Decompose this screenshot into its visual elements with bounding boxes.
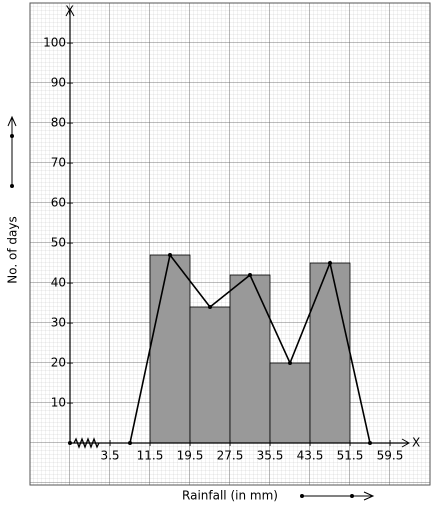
y-tick-label: 50 bbox=[51, 236, 66, 250]
x-tick-label: 19.5 bbox=[177, 449, 204, 463]
bar bbox=[309, 262, 351, 444]
y-tick-label: 70 bbox=[51, 156, 66, 170]
polygon-point bbox=[208, 305, 212, 309]
x-tick-label: 27.5 bbox=[217, 449, 244, 463]
x-axis-name: X bbox=[412, 436, 420, 450]
y-tick-label: 100 bbox=[43, 36, 66, 50]
polygon-point bbox=[288, 361, 292, 365]
axis-break bbox=[73, 437, 100, 449]
y-arrow bbox=[65, 7, 75, 17]
y-tick-label: 90 bbox=[51, 76, 66, 90]
y-tick-label: 30 bbox=[51, 316, 66, 330]
origin bbox=[68, 441, 72, 445]
y-tick-label: 10 bbox=[51, 396, 66, 410]
polygon-point bbox=[168, 253, 172, 257]
y-axis-label: No. of days bbox=[6, 216, 20, 283]
x-tick-label: 51.5 bbox=[337, 449, 364, 463]
x-arrow bbox=[401, 438, 411, 448]
polygon-point bbox=[248, 273, 252, 277]
polygon-point bbox=[368, 441, 372, 445]
polygon-point bbox=[128, 441, 132, 445]
y-tick-label: 20 bbox=[51, 356, 66, 370]
axis-hint-arrows bbox=[7, 115, 375, 501]
y-tick-label: 80 bbox=[51, 116, 66, 130]
polygon-point bbox=[328, 261, 332, 265]
x-tick-label: 11.5 bbox=[137, 449, 164, 463]
bar bbox=[229, 274, 271, 444]
x-tick-label: 35.5 bbox=[257, 449, 284, 463]
x-tick-label: 43.5 bbox=[297, 449, 324, 463]
x-tick-label: 3.5 bbox=[100, 449, 119, 463]
bar bbox=[269, 362, 311, 444]
x-axis-label: Rainfall (in mm) bbox=[182, 489, 278, 503]
bar bbox=[189, 306, 231, 444]
y-axis-name: Y bbox=[65, 4, 74, 18]
x-tick-label: 59.5 bbox=[377, 449, 404, 463]
y-tick-label: 40 bbox=[51, 276, 66, 290]
y-tick-label: 60 bbox=[51, 196, 66, 210]
bar bbox=[149, 254, 191, 444]
